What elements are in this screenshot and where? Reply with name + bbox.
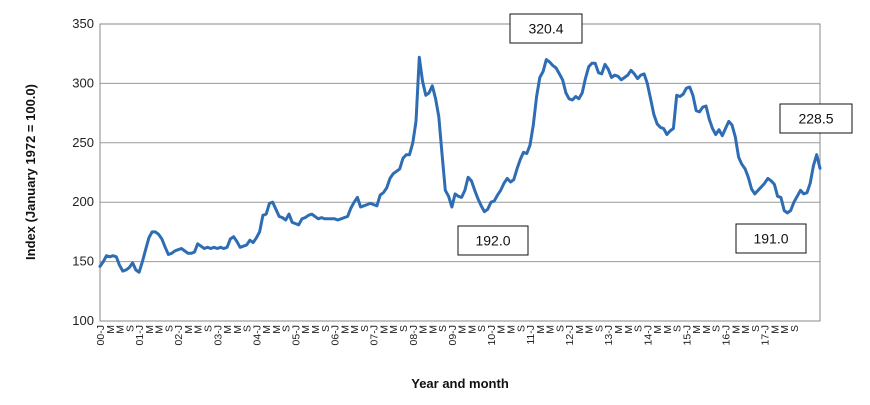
x-tick-label: M bbox=[545, 325, 557, 334]
x-tick-label: 01-J bbox=[134, 325, 146, 345]
x-tick-label: M bbox=[574, 325, 586, 334]
x-tick-label: M bbox=[261, 325, 273, 334]
x-tick-label: 09-J bbox=[447, 325, 459, 345]
x-tick-label: S bbox=[359, 325, 371, 332]
x-tick-label: 07-J bbox=[369, 325, 381, 345]
x-tick-label: S bbox=[789, 325, 801, 332]
x-tick-label: S bbox=[281, 325, 293, 332]
x-tick-label: 05-J bbox=[290, 325, 302, 345]
x-tick-label: 11-J bbox=[525, 325, 537, 345]
y-tick-label: 100 bbox=[72, 313, 94, 328]
x-tick-label: M bbox=[115, 325, 127, 334]
x-tick-label: 06-J bbox=[330, 325, 342, 345]
x-tick-label: S bbox=[398, 325, 410, 332]
x-tick-label: M bbox=[105, 325, 117, 334]
x-tick-label: S bbox=[476, 325, 488, 332]
x-tick-label: M bbox=[457, 325, 469, 334]
x-tick-label: S bbox=[320, 325, 332, 332]
x-tick-label: 02-J bbox=[173, 325, 185, 345]
x-tick-label: M bbox=[652, 325, 664, 334]
x-tick-label: M bbox=[310, 325, 322, 334]
x-tick-label: M bbox=[769, 325, 781, 334]
x-tick-label: M bbox=[183, 325, 195, 334]
x-tick-label: S bbox=[203, 325, 215, 332]
callout-box bbox=[509, 13, 583, 44]
x-tick-label: M bbox=[701, 325, 713, 334]
x-axis-title: Year and month bbox=[411, 376, 509, 391]
callout-box bbox=[735, 223, 807, 254]
callout-label: 192.0 bbox=[475, 233, 510, 249]
callout-label: 228.5 bbox=[798, 111, 833, 127]
y-tick-label: 350 bbox=[72, 16, 94, 31]
x-tick-label: M bbox=[427, 325, 439, 334]
y-tick-label: 150 bbox=[72, 254, 94, 269]
x-tick-label: M bbox=[193, 325, 205, 334]
x-axis-ticks: 00-JMMS01-JMMS02-JMMS03-JMMS04-JMMS05-JM… bbox=[95, 325, 801, 345]
x-tick-label: M bbox=[584, 325, 596, 334]
y-tick-label: 250 bbox=[72, 135, 94, 150]
x-tick-label: M bbox=[271, 325, 283, 334]
x-tick-label: M bbox=[466, 325, 478, 334]
x-tick-label: 04-J bbox=[251, 325, 263, 345]
x-tick-label: M bbox=[388, 325, 400, 334]
x-tick-label: S bbox=[124, 325, 136, 332]
x-tick-label: 12-J bbox=[564, 325, 576, 345]
x-tick-label: M bbox=[662, 325, 674, 334]
x-tick-label: M bbox=[349, 325, 361, 334]
annotations: 320.4 192.0 191.0 228.5 bbox=[457, 13, 853, 256]
x-tick-label: M bbox=[144, 325, 156, 334]
x-tick-label: M bbox=[418, 325, 430, 334]
callout-label: 191.0 bbox=[753, 231, 788, 247]
x-tick-label: M bbox=[154, 325, 166, 334]
x-tick-label: 03-J bbox=[212, 325, 224, 345]
x-tick-label: M bbox=[740, 325, 752, 334]
y-axis-ticks: 100 150 200 250 300 350 bbox=[72, 16, 94, 328]
x-tick-label: M bbox=[613, 325, 625, 334]
x-tick-label: M bbox=[505, 325, 517, 334]
x-tick-label: 08-J bbox=[408, 325, 420, 345]
series-layer bbox=[98, 55, 822, 274]
x-tick-label: S bbox=[750, 325, 762, 332]
x-tick-label: M bbox=[222, 325, 234, 334]
x-tick-label: M bbox=[496, 325, 508, 334]
x-tick-label: M bbox=[339, 325, 351, 334]
callout-box bbox=[457, 225, 529, 256]
y-tick-label: 300 bbox=[72, 75, 94, 90]
gridlines bbox=[100, 23, 820, 322]
series-line bbox=[98, 55, 822, 274]
x-tick-label: M bbox=[691, 325, 703, 334]
x-tick-label: 16-J bbox=[721, 325, 733, 345]
x-tick-label: S bbox=[593, 325, 605, 332]
x-tick-label: M bbox=[232, 325, 244, 334]
x-tick-label: 14-J bbox=[642, 325, 654, 345]
callout-box bbox=[779, 103, 853, 134]
x-tick-label: M bbox=[730, 325, 742, 334]
x-tick-label: M bbox=[300, 325, 312, 334]
x-tick-label: S bbox=[437, 325, 449, 332]
x-tick-label: 00-J bbox=[95, 325, 107, 345]
callout-label: 320.4 bbox=[528, 21, 563, 37]
x-tick-label: S bbox=[515, 325, 527, 332]
y-axis-title: Index (January 1972 = 100.0) bbox=[23, 84, 38, 260]
x-tick-label: S bbox=[163, 325, 175, 332]
plot-area-border bbox=[99, 23, 821, 322]
x-tick-label: M bbox=[779, 325, 791, 334]
x-tick-label: S bbox=[633, 325, 645, 332]
x-tick-label: S bbox=[242, 325, 254, 332]
x-tick-label: S bbox=[554, 325, 566, 332]
x-tick-label: M bbox=[378, 325, 390, 334]
x-tick-label: 13-J bbox=[603, 325, 615, 345]
x-tick-label: 10-J bbox=[486, 325, 498, 345]
x-tick-label: S bbox=[711, 325, 723, 332]
x-tick-label: S bbox=[672, 325, 684, 332]
x-tick-label: M bbox=[535, 325, 547, 334]
y-tick-label: 200 bbox=[72, 194, 94, 209]
x-tick-label: 15-J bbox=[681, 325, 693, 345]
x-tick-label: 17-J bbox=[760, 325, 772, 345]
x-tick-label: M bbox=[623, 325, 635, 334]
